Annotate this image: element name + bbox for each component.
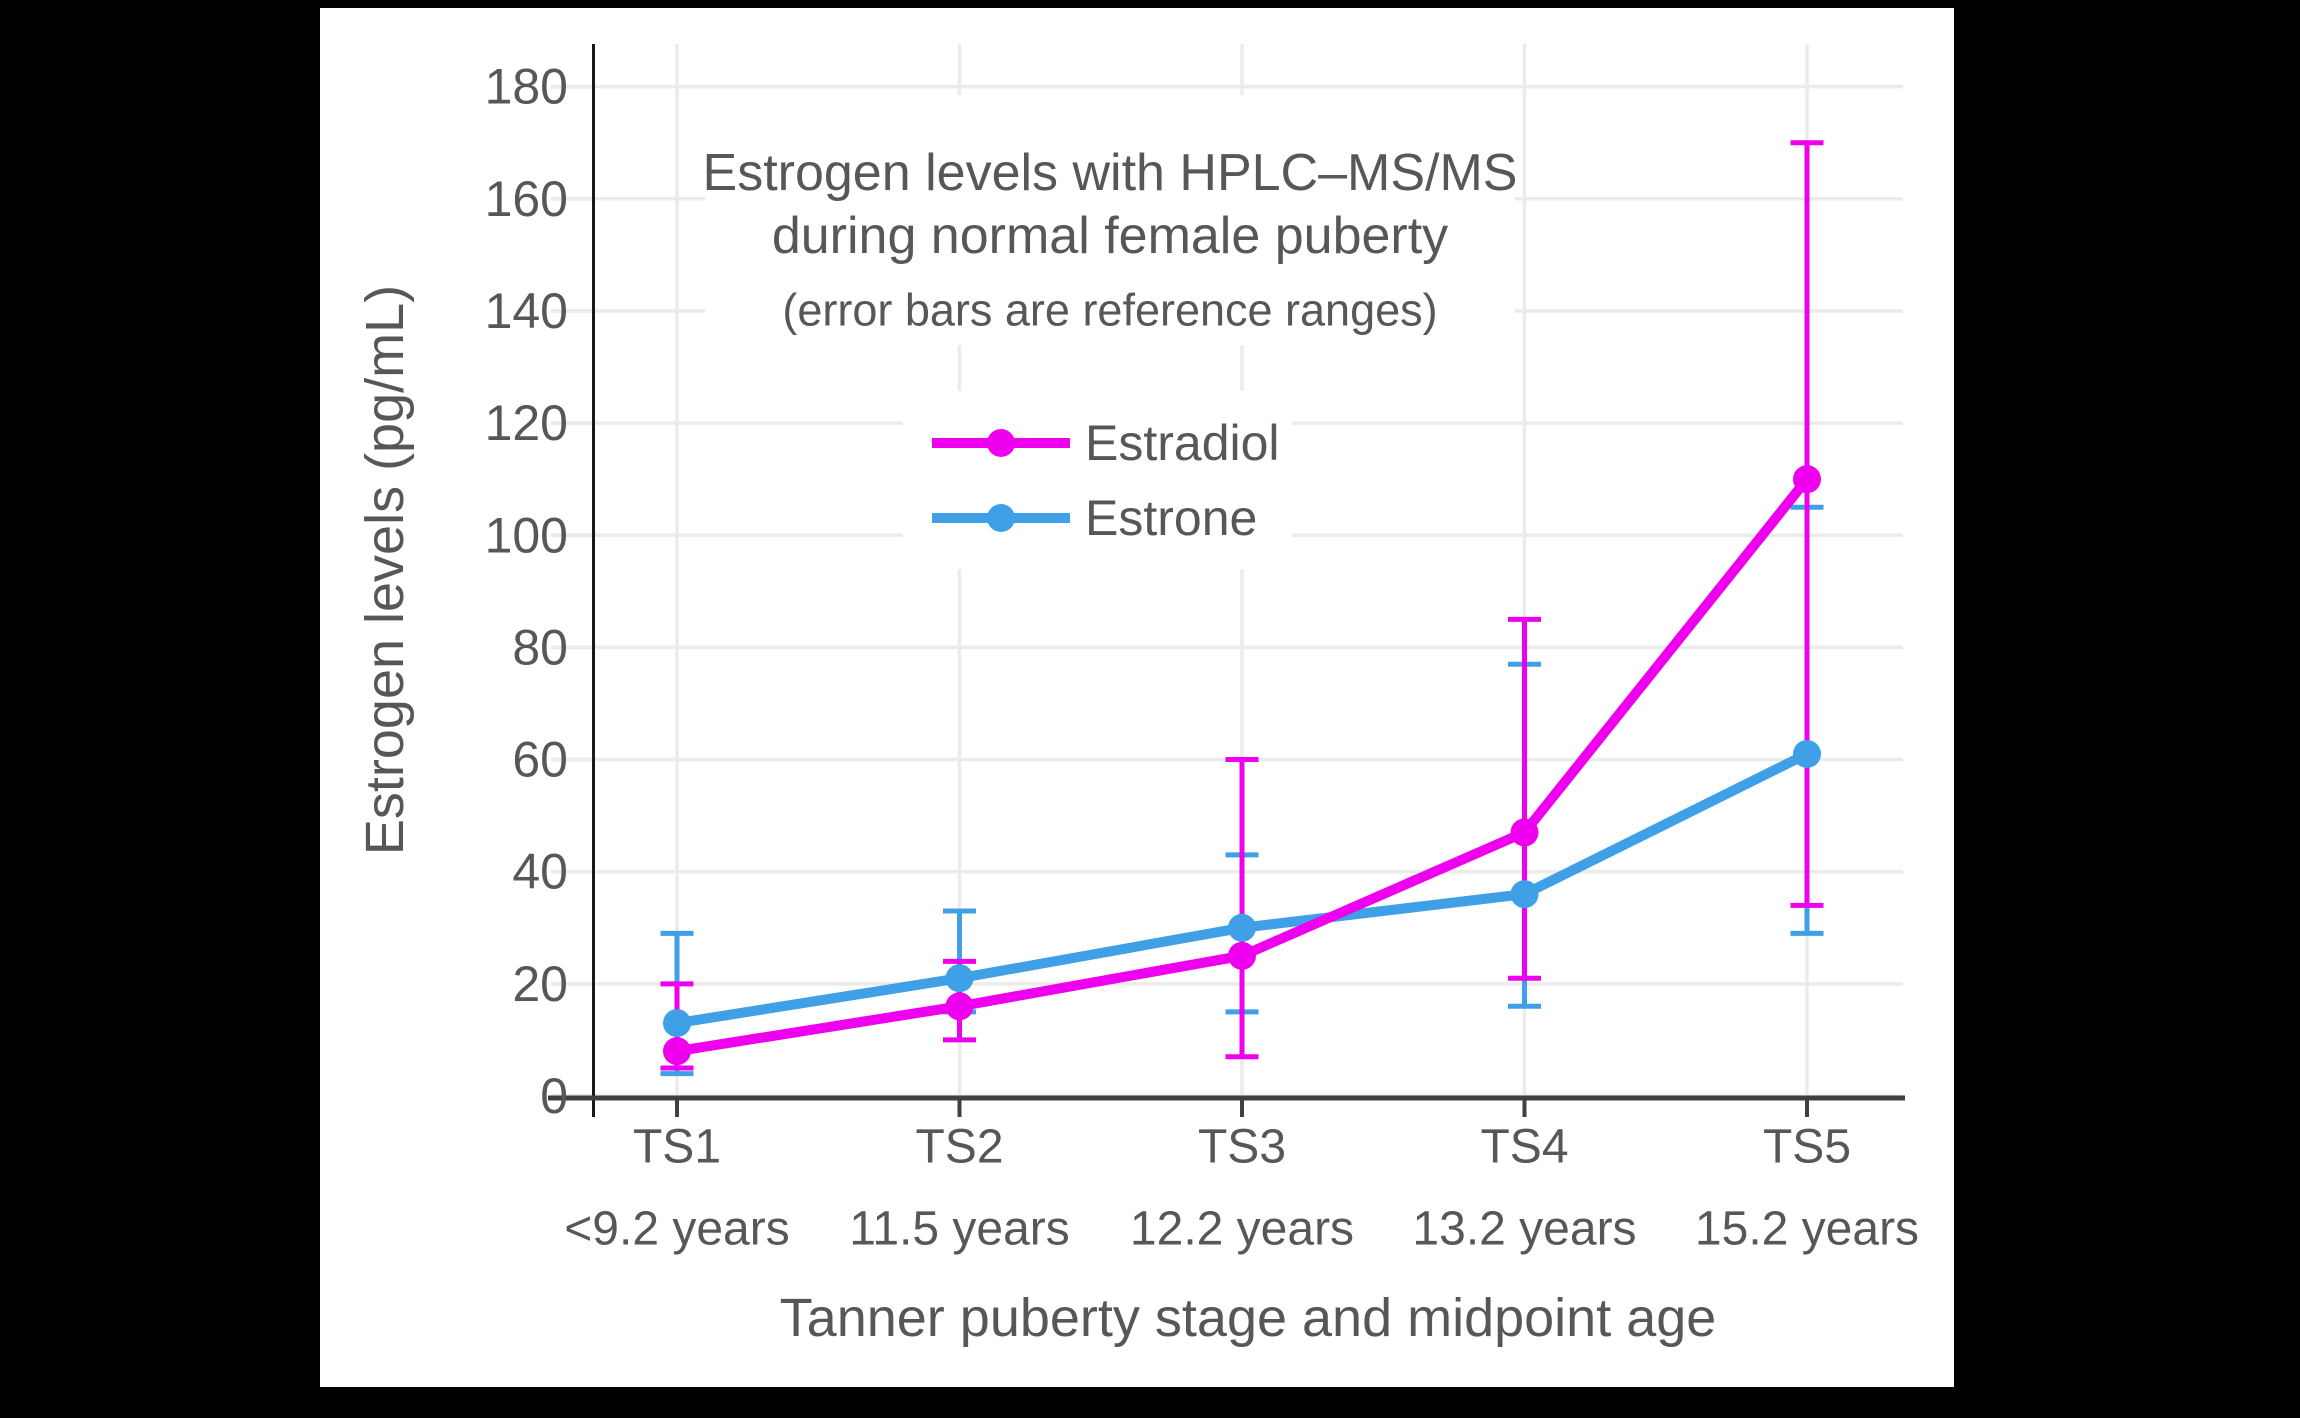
- x-tick-label-age: 13.2 years: [1412, 1203, 1636, 1256]
- x-tick-label-stage: TS5: [1763, 1121, 1851, 1174]
- x-tick-label-age: <9.2 years: [564, 1203, 789, 1256]
- chart-title-line2: during normal female puberty: [772, 207, 1448, 265]
- data-point-estradiol: [663, 1037, 691, 1066]
- tick-labels: 0 20 40 60 80 100 120 140 160 180 TS1 <9.2 years TS2…: [485, 59, 1920, 1256]
- axes: [548, 44, 1905, 1117]
- title-background: [705, 95, 1515, 345]
- y-tick-label: 120: [485, 395, 568, 451]
- data-point-estradiol: [1228, 941, 1256, 970]
- chart-title-line1: Estrogen levels with HPLC–MS/MS: [703, 144, 1518, 202]
- x-tick-label-stage: TS1: [633, 1121, 721, 1174]
- x-tick-label-age: 15.2 years: [1695, 1203, 1919, 1256]
- x-tick-label-age: 12.2 years: [1130, 1203, 1354, 1256]
- data-point-estradiol: [1793, 465, 1821, 494]
- legend-label-estradiol: Estradiol: [1085, 415, 1280, 471]
- x-tick-label-age: 11.5 years: [849, 1203, 1070, 1256]
- x-tick-label-stage: TS2: [915, 1121, 1003, 1174]
- legend-background: [903, 391, 1292, 569]
- y-tick-label: 80: [512, 619, 568, 675]
- data-point-estrone: [1228, 913, 1256, 942]
- legend-label-estrone: Estrone: [1085, 490, 1257, 546]
- legend-key-dot-estradiol: [987, 429, 1015, 457]
- y-tick-label: 100: [485, 507, 568, 563]
- y-tick-label: 60: [512, 732, 568, 788]
- data-point-estrone: [1793, 739, 1821, 768]
- y-axis-title: Estrogen levels (pg/mL): [355, 285, 415, 855]
- data-point-estrone: [945, 964, 974, 993]
- y-tick-label: 160: [485, 171, 568, 227]
- x-axis-title: Tanner puberty stage and midpoint age: [780, 1288, 1717, 1348]
- y-tick-label: 20: [512, 956, 568, 1012]
- data-point-estrone: [663, 1009, 691, 1038]
- x-tick-label-stage: TS3: [1198, 1121, 1286, 1174]
- data-point-estrone: [1510, 880, 1539, 909]
- chart-subtitle: (error bars are reference ranges): [782, 285, 1437, 336]
- y-tick-label: 140: [485, 283, 568, 339]
- x-tick-label-stage: TS4: [1480, 1121, 1568, 1174]
- y-tick-label: 40: [512, 844, 568, 900]
- y-tick-label: 180: [485, 59, 568, 115]
- data-points: [663, 465, 1821, 1066]
- legend-key-dot-estrone: [987, 504, 1015, 532]
- data-point-estradiol: [945, 992, 974, 1021]
- data-point-estradiol: [1510, 818, 1539, 847]
- y-tick-label: 0: [540, 1068, 568, 1124]
- legend: Estradiol Estrone: [932, 415, 1280, 546]
